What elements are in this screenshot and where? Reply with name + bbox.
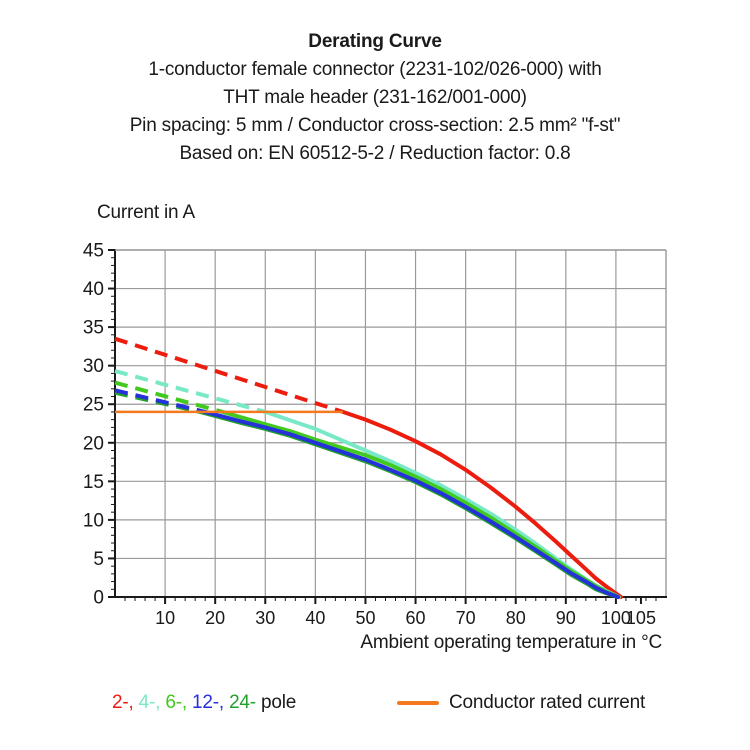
curve-6-pole-solid xyxy=(220,409,621,599)
y-tick-label: 10 xyxy=(83,510,104,531)
curve-12-pole-solid xyxy=(203,409,620,599)
chart-subtitle-line-4: Based on: EN 60512-5-2 / Reduction facto… xyxy=(179,143,571,164)
chart-header: Derating Curve 1-conductor female connec… xyxy=(0,28,750,168)
x-tick-label: 40 xyxy=(305,608,325,628)
x-tick-label: 90 xyxy=(556,608,576,628)
x-tick-label: 100 xyxy=(601,608,631,628)
y-tick-label: 0 xyxy=(93,588,104,609)
y-tick-label: 20 xyxy=(83,433,104,454)
legend-item-2-pole: 2-, xyxy=(112,692,134,713)
curve-4-pole-dashed xyxy=(114,369,266,414)
x-tick-label: 30 xyxy=(255,608,275,628)
rated-current-label: Conductor rated current xyxy=(449,692,646,713)
y-tick-label: 35 xyxy=(83,318,104,339)
x-tick-label: 60 xyxy=(406,608,426,628)
y-tick-label: 25 xyxy=(83,395,104,416)
y-tick-label: 40 xyxy=(83,279,104,300)
curve-2-pole-solid xyxy=(340,409,623,599)
chart-subtitle-line-3: Pin spacing: 5 mm / Conductor cross-sect… xyxy=(129,115,621,136)
y-axis-title: Current in A xyxy=(97,202,195,223)
curve-12-pole-dashed xyxy=(114,388,206,414)
chart-title: Derating Curve xyxy=(308,31,442,52)
legend-item-4-pole: 4-, xyxy=(138,692,161,713)
x-axis-title: Ambient operating temperature in °C xyxy=(360,632,662,653)
legend-rated-current: Conductor rated current xyxy=(397,692,645,714)
x-tick-label: 105 xyxy=(626,608,656,628)
x-tick-label: 70 xyxy=(456,608,476,628)
legend-poles: 2-, 4-, 6-, 12-, 24- pole xyxy=(112,692,296,714)
chart-subtitle-line-2: THT male header (231-162/001-000) xyxy=(223,87,527,108)
x-tick-label: 10 xyxy=(155,608,175,628)
x-tick-label: 50 xyxy=(355,608,375,628)
y-tick-label: 15 xyxy=(83,472,104,493)
legend-pole-suffix: pole xyxy=(261,692,297,713)
legend-item-24-pole: 24- xyxy=(229,692,256,713)
rated-current-line-swatch xyxy=(397,701,439,705)
chart-subtitle-line-1: 1-conductor female connector (2231-102/0… xyxy=(148,59,602,80)
y-tick-label: 5 xyxy=(93,549,104,570)
legend-item-6-pole: 6-, xyxy=(165,692,187,713)
y-tick-label: 45 xyxy=(83,241,104,262)
x-tick-label: 20 xyxy=(205,608,225,628)
y-tick-label: 30 xyxy=(83,356,104,377)
legend-item-12-pole: 12-, xyxy=(192,692,224,713)
curve-6-pole-dashed xyxy=(114,380,224,414)
curve-2-pole-dashed xyxy=(114,336,344,414)
x-tick-label: 80 xyxy=(506,608,526,628)
